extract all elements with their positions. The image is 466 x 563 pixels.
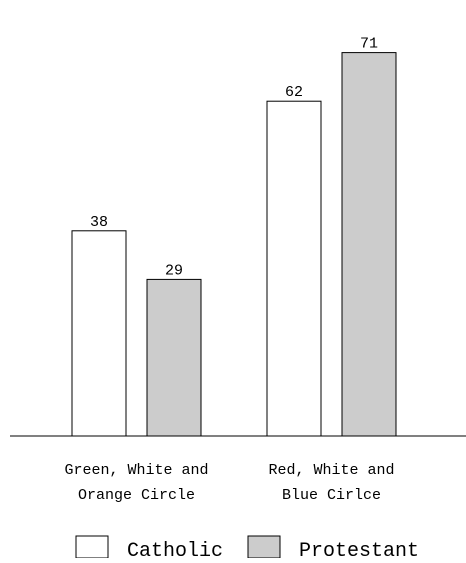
- bar-catholic-0: [71, 230, 127, 437]
- category-label-0-line-1: Orange Circle: [78, 487, 195, 504]
- value-label-catholic-1: 62: [285, 84, 303, 101]
- category-label-1-line-1: Blue Cirlce: [282, 487, 381, 504]
- legend-swatch-protestant: [247, 535, 281, 559]
- value-labels-layer: 38 29 62 71: [90, 36, 378, 280]
- value-label-protestant-1: 71: [360, 36, 378, 53]
- value-label-protestant-0: 29: [165, 262, 183, 279]
- value-label-catholic-0: 38: [90, 214, 108, 231]
- legend-label-protestant: Protestant: [299, 540, 419, 558]
- bar-catholic-1: [266, 100, 322, 437]
- legend: Catholic Protestant: [75, 535, 419, 563]
- category-label-1-line-0: Red, White and: [268, 462, 394, 479]
- legend-swatch-catholic: [75, 535, 109, 559]
- category-labels-layer: Green, White and Orange Circle Red, White …: [64, 462, 394, 504]
- bar-protestant-1: [341, 52, 397, 437]
- bar-protestant-0: [146, 278, 202, 437]
- legend-label-catholic: Catholic: [127, 540, 223, 558]
- category-label-0-line-0: Green, White and: [64, 462, 208, 479]
- bars-layer: [71, 52, 397, 437]
